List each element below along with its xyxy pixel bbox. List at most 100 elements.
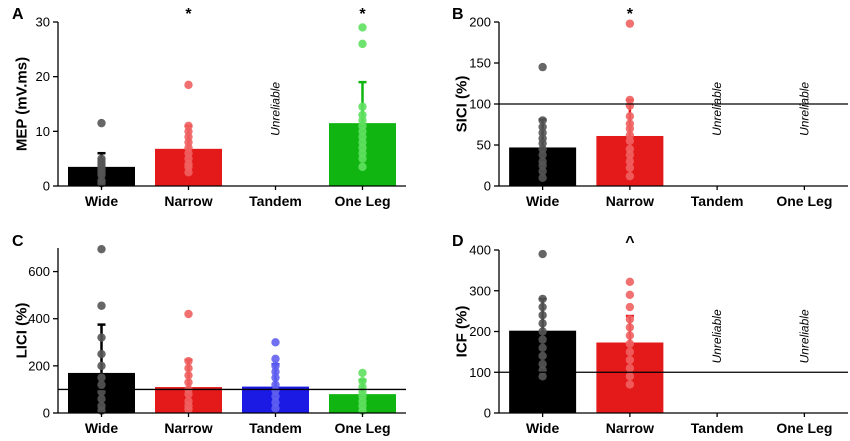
data-point xyxy=(271,386,280,395)
data-point xyxy=(538,311,547,320)
data-point xyxy=(538,343,547,352)
significance-marker: * xyxy=(359,6,366,23)
data-point xyxy=(358,162,367,172)
data-point xyxy=(97,333,106,342)
data-point xyxy=(271,338,280,347)
panel-b: B SICI (%) Wide * Narrow Unreliable Tandem Unre… xyxy=(452,6,848,209)
data-point xyxy=(184,309,193,319)
unreliable-label: Unreliable xyxy=(710,309,724,363)
panel-a: A MEP (mV.ms) Wide * Narrow Unreliable Tandem *… xyxy=(12,6,406,209)
y-tick-label: 50 xyxy=(477,138,491,153)
data-point xyxy=(625,136,635,146)
x-tick-label: Wide xyxy=(85,420,119,436)
x-tick-label: Wide xyxy=(85,193,119,209)
data-point xyxy=(358,39,367,49)
data-point xyxy=(538,249,547,259)
x-tick-label: Narrow xyxy=(606,420,654,436)
data-point xyxy=(538,150,547,160)
x-tick-label: One Leg xyxy=(334,420,390,436)
data-point xyxy=(271,380,280,389)
data-point xyxy=(97,301,106,310)
significance-marker: * xyxy=(185,6,192,23)
panel-d: D ICF (%) Wide ^ Narrow Unreliable Tandem Unrel… xyxy=(452,233,848,436)
y-tick-label: 10 xyxy=(36,124,50,139)
x-tick-label: Narrow xyxy=(164,193,212,209)
data-point xyxy=(625,347,635,357)
x-tick-label: Narrow xyxy=(606,193,654,209)
data-point xyxy=(97,361,106,371)
unreliable-label: Unreliable xyxy=(269,82,283,136)
data-point xyxy=(625,331,635,340)
data-point xyxy=(625,277,635,286)
y-tick-label: 0 xyxy=(43,179,50,194)
data-point xyxy=(538,327,547,336)
data-point xyxy=(625,380,635,389)
data-point xyxy=(97,154,106,163)
data-point xyxy=(625,130,635,140)
data-point xyxy=(97,394,106,404)
y-tick-label: 200 xyxy=(469,15,491,30)
panel-c: C LICI (%) Wide Narrow Tandem One Leg 0 200 400 6… xyxy=(12,233,406,436)
data-point xyxy=(538,122,547,132)
data-point xyxy=(538,134,547,143)
y-tick-label: 0 xyxy=(484,179,491,194)
significance-marker: ^ xyxy=(625,234,634,251)
data-point xyxy=(184,121,193,131)
data-point xyxy=(184,378,193,387)
data-point xyxy=(538,335,547,344)
data-point xyxy=(625,95,635,105)
y-tick-label: 600 xyxy=(28,264,50,279)
data-point xyxy=(538,294,547,304)
panel-letter: D xyxy=(452,233,464,250)
y-tick-label: 200 xyxy=(469,324,491,339)
data-point xyxy=(625,171,635,181)
x-tick-label: One Leg xyxy=(334,193,390,209)
data-point xyxy=(538,62,547,72)
unreliable-label: Unreliable xyxy=(797,309,811,363)
data-point xyxy=(538,116,547,125)
data-point xyxy=(97,118,106,128)
data-point xyxy=(625,323,635,332)
x-tick-label: One Leg xyxy=(776,420,832,436)
data-point xyxy=(625,144,635,154)
data-point xyxy=(97,244,106,254)
data-point xyxy=(625,339,635,348)
x-tick-label: Wide xyxy=(526,193,560,209)
x-tick-label: Tandem xyxy=(249,420,302,436)
y-tick-label: 200 xyxy=(28,358,50,373)
data-point xyxy=(271,373,280,382)
data-point xyxy=(271,354,280,363)
significance-marker: * xyxy=(627,6,634,23)
data-point xyxy=(184,364,193,373)
data-point xyxy=(625,355,635,365)
data-point xyxy=(538,157,547,166)
y-axis-label: ICF (%) xyxy=(454,306,471,358)
data-point xyxy=(97,373,106,382)
data-point xyxy=(625,119,635,128)
data-point xyxy=(625,315,635,324)
y-tick-label: 0 xyxy=(43,406,50,421)
y-tick-label: 400 xyxy=(469,243,491,258)
y-tick-label: 100 xyxy=(469,365,491,380)
data-point xyxy=(538,128,547,137)
data-point xyxy=(358,376,367,386)
data-point xyxy=(358,368,367,378)
data-point xyxy=(184,397,193,406)
panel-letter: A xyxy=(12,6,24,23)
y-axis-label: MEP (mV.ms) xyxy=(14,57,31,151)
data-point xyxy=(538,302,547,312)
data-point xyxy=(184,80,193,90)
data-point xyxy=(97,401,106,411)
x-tick-label: Tandem xyxy=(691,420,744,436)
data-point xyxy=(625,19,635,28)
data-point xyxy=(538,319,547,328)
y-tick-label: 20 xyxy=(36,69,50,84)
data-point xyxy=(538,351,547,361)
data-point xyxy=(538,167,547,176)
data-point xyxy=(625,150,635,160)
data-point xyxy=(271,392,280,401)
data-point xyxy=(184,356,193,366)
data-point xyxy=(625,372,635,381)
data-point xyxy=(358,23,367,32)
data-point xyxy=(625,290,635,300)
